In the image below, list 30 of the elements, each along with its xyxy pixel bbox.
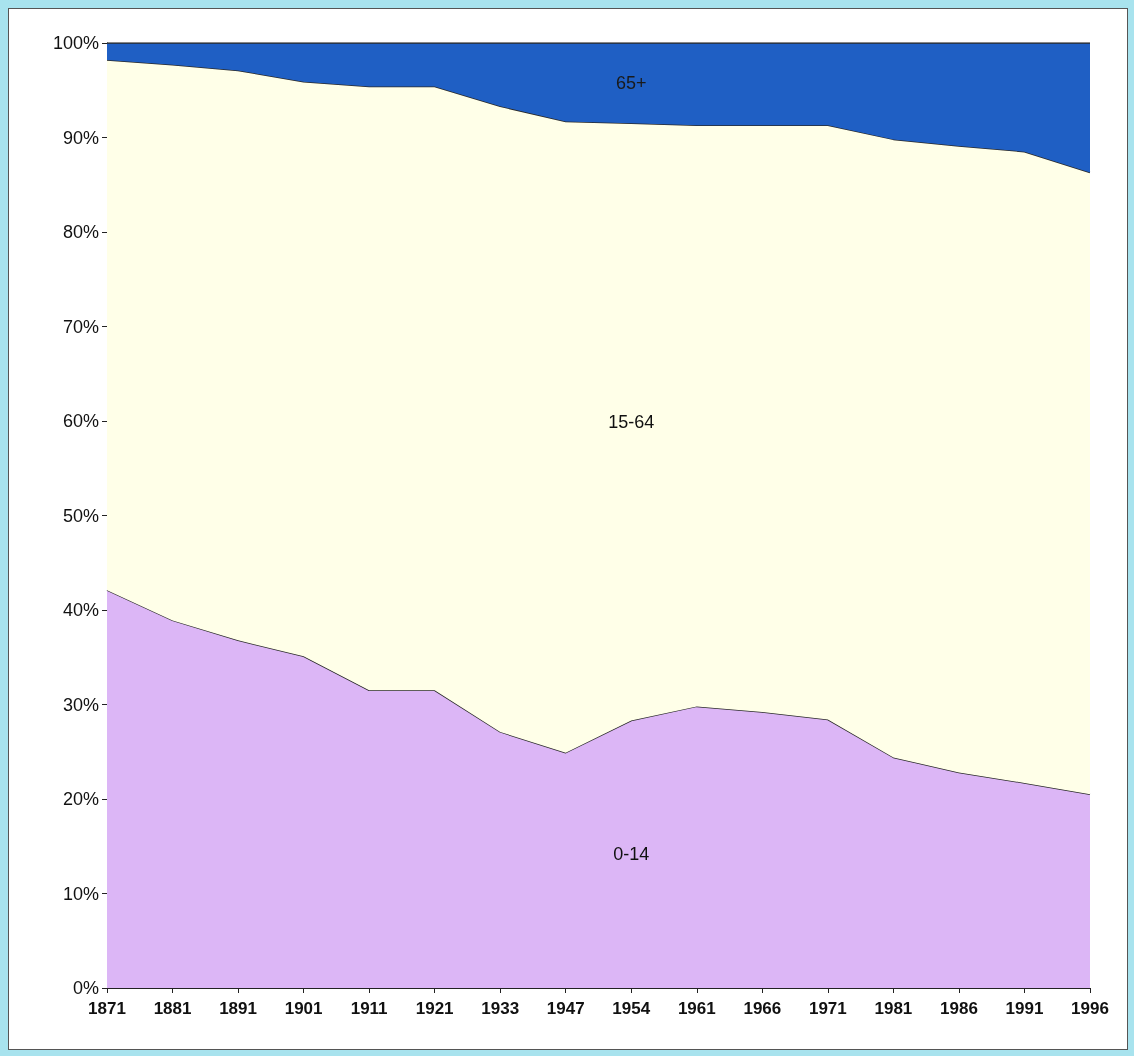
y-tick-label: 70% — [62, 316, 99, 337]
y-tick-label: 60% — [62, 411, 99, 431]
y-tick-label: 50% — [62, 505, 99, 526]
y-tick-label: 0% — [72, 978, 99, 998]
x-tick-label: 1986 — [940, 999, 978, 1018]
x-tick-label: 1921 — [415, 999, 454, 1018]
x-tick-label: 1901 — [284, 999, 323, 1018]
x-tick-label: 1947 — [546, 999, 585, 1018]
x-tick-label: 1996 — [1071, 999, 1109, 1018]
x-tick-label: 1954 — [612, 999, 651, 1018]
y-tick-label: 20% — [62, 789, 99, 809]
y-tick-label: 90% — [62, 127, 99, 148]
y-tick-label: 80% — [62, 222, 99, 242]
y-tick-label: 100% — [52, 33, 99, 53]
series-label: 0-14 — [613, 844, 650, 865]
y-tick-label: 30% — [62, 694, 99, 715]
x-tick-label: 1971 — [808, 999, 847, 1018]
series-label: 65+ — [615, 73, 647, 94]
x-tick-label: 1881 — [153, 999, 192, 1018]
x-tick-label: 1871 — [88, 999, 126, 1018]
x-tick-label: 1891 — [219, 999, 257, 1018]
x-tick-label: 1981 — [874, 999, 913, 1018]
x-tick-label: 1933 — [481, 999, 520, 1018]
x-tick-label: 1991 — [1005, 999, 1044, 1018]
series-label: 15-64 — [608, 411, 655, 432]
y-tick-label: 40% — [62, 600, 99, 620]
y-tick-label: 10% — [62, 883, 99, 904]
x-tick-label: 1966 — [743, 999, 782, 1018]
x-tick-label: 1961 — [677, 999, 716, 1018]
x-tick-label: 1911 — [350, 999, 388, 1018]
